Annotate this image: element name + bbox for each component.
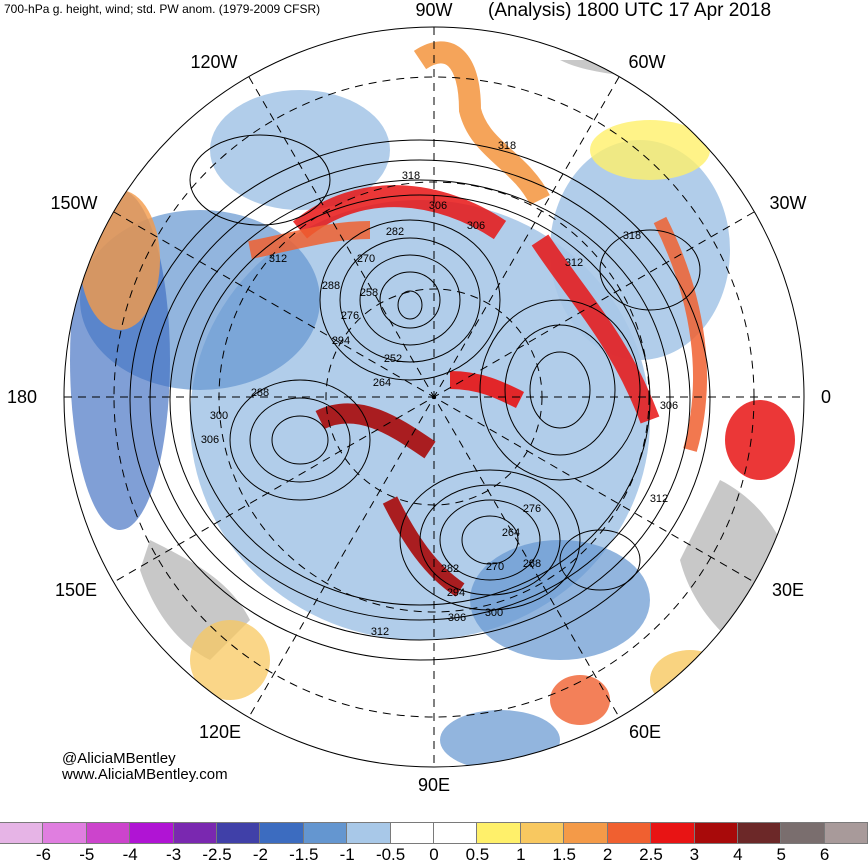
- colorbar-swatch: [42, 822, 87, 844]
- colorbar-swatch: [85, 822, 131, 844]
- colorbar-swatch: [346, 822, 391, 844]
- contour-label: 300: [485, 607, 503, 619]
- colorbar-swatch: [606, 822, 652, 844]
- colorbar-swatch: [216, 822, 261, 844]
- colorbar-tick-label: -5: [79, 845, 95, 864]
- colorbar-swatch: [519, 822, 565, 844]
- contour-label: 318: [623, 230, 641, 242]
- colorbar-swatch: [259, 822, 304, 844]
- lon-label-90w: 90W: [415, 0, 452, 20]
- contour-label: 264: [502, 527, 520, 539]
- colorbar-swatch: [736, 822, 782, 844]
- contour-label: 252: [384, 353, 402, 365]
- contour-label: 306: [660, 400, 678, 412]
- contour-label: 312: [371, 626, 389, 638]
- lon-label-90e: 90E: [418, 775, 450, 795]
- colorbar-swatch: [693, 822, 738, 844]
- longitude-labels: 90W 60W 30W 0 30E 60E 90E 120E 150E 180 …: [7, 0, 831, 795]
- colorbar-tick-label: 4: [733, 845, 743, 864]
- colorbar-tick-label: 1: [516, 845, 526, 864]
- contour-label: 270: [486, 561, 504, 573]
- lon-label-60w: 60W: [628, 52, 665, 72]
- author-website: www.AliciaMBentley.com: [62, 766, 228, 783]
- contour-label: 312: [650, 493, 668, 505]
- contour-label: 294: [447, 587, 465, 599]
- contour-label: 312: [565, 257, 583, 269]
- contour-label: 312: [269, 253, 287, 265]
- colorbar-tick-label: 5: [776, 845, 786, 864]
- contour-label: 276: [341, 310, 359, 322]
- contour-label: 318: [498, 140, 516, 152]
- contour-label: 288: [523, 558, 541, 570]
- polar-map: 90W 60W 30W 0 30E 60E 90E 120E 150E 180 …: [7, 0, 831, 795]
- colorbar-swatch: [172, 822, 218, 844]
- colorbar-swatch: [780, 822, 825, 844]
- contour-label: 306: [201, 434, 219, 446]
- colorbar-tick-label: -3: [166, 845, 182, 864]
- pw-anomaly-field: [64, 27, 804, 767]
- colorbar-swatch: [0, 822, 44, 844]
- map-subtitle: 700-hPa g. height, wind; std. PW anom. (…: [4, 2, 321, 16]
- colorbar-tick-label: 2.5: [639, 845, 663, 864]
- colorbar-swatch: [129, 822, 174, 844]
- contour-label: 288: [322, 280, 340, 292]
- lon-label-60e: 60E: [629, 722, 661, 742]
- author-handle: @AliciaMBentley: [62, 750, 176, 767]
- contour-label: 306: [429, 200, 447, 212]
- pw-anomaly-colorbar: [0, 822, 868, 844]
- contour-label: 258: [360, 287, 378, 299]
- lon-label-0: 0: [821, 387, 831, 407]
- map-disc-outline: [63, 26, 805, 768]
- colorbar-tick-label: -1: [339, 845, 355, 864]
- colorbar-swatch: [476, 822, 521, 844]
- contour-label: 282: [441, 563, 459, 575]
- colorbar-tick-label: 2: [602, 845, 613, 864]
- colorbar-tick-label: -0.5: [375, 845, 406, 864]
- contour-label: 294: [332, 335, 350, 347]
- lon-label-30w: 30W: [769, 193, 806, 213]
- colorbar-swatch: [389, 822, 435, 844]
- colorbar-tick-label: -1.5: [289, 845, 319, 864]
- colorbar-tick-label: -2: [252, 845, 268, 864]
- contour-label: 288: [251, 387, 269, 399]
- contour-label: 276: [523, 503, 541, 515]
- colorbar-tick-label: 0.5: [465, 845, 490, 864]
- contour-label: 282: [386, 226, 404, 238]
- colorbar-tick-label: -4: [122, 845, 138, 864]
- colorbar-swatch: [302, 822, 348, 844]
- colorbar-swatch: [433, 822, 478, 844]
- height-contour-labels: 318 318 306 282 306 312 318 312 270 288 …: [201, 140, 678, 638]
- lon-label-180: 180: [7, 387, 37, 407]
- contour-label: 306: [448, 612, 466, 624]
- colorbar-swatch: [823, 822, 868, 844]
- lon-label-150w: 150W: [50, 193, 97, 213]
- lon-label-120w: 120W: [190, 52, 237, 72]
- colorbar-swatch: [563, 822, 608, 844]
- colorbar-tick-label: 1.5: [552, 845, 577, 864]
- map-valid-time: (Analysis) 1800 UTC 17 Apr 2018: [488, 0, 772, 21]
- colorbar-tick-label: 6: [819, 845, 830, 864]
- lon-label-30e: 30E: [772, 580, 804, 600]
- colorbar-swatch: [650, 822, 695, 844]
- contour-label: 306: [467, 220, 485, 232]
- contour-label: 270: [357, 253, 375, 265]
- colorbar-tick-label: -6: [35, 845, 51, 864]
- colorbar-tick-label: -2.5: [202, 845, 232, 864]
- lon-label-150e: 150E: [55, 580, 97, 600]
- contour-label: 318: [402, 170, 420, 182]
- contour-label: 300: [210, 410, 228, 422]
- colorbar-tick-label: 0: [429, 845, 439, 864]
- colorbar-tick-label: 3: [689, 845, 700, 864]
- contour-label: 264: [373, 377, 391, 389]
- lon-label-120e: 120E: [199, 722, 241, 742]
